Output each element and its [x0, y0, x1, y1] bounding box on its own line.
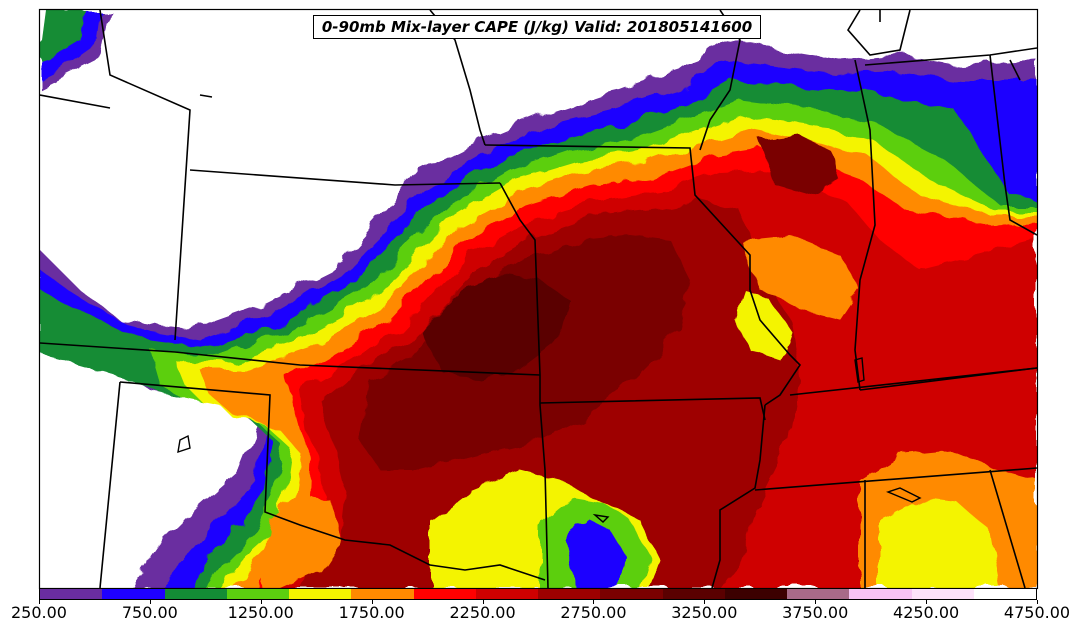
cape-area-southeast-yellow — [880, 500, 1000, 588]
colorbar-segment — [662, 589, 725, 599]
colorbar-tick — [1037, 600, 1038, 604]
map-title: 0-90mb Mix-layer CAPE (J/kg) Valid: 2018… — [313, 15, 761, 39]
colorbar-segment — [724, 589, 787, 599]
colorbar-tick-label: 2250.00 — [449, 603, 516, 622]
colorbar-tick-label: 1750.00 — [338, 603, 405, 622]
state-borders — [40, 10, 1037, 588]
colorbar-segment — [102, 589, 165, 599]
colorbar-segment — [289, 589, 352, 599]
cape-area-east-orange — [740, 235, 860, 320]
colorbar — [39, 588, 1037, 600]
low-cape-region — [40, 10, 1037, 588]
colorbar-tick-label: 750.00 — [121, 603, 178, 622]
colorbar-tick — [593, 600, 595, 604]
colorbar-tick — [39, 600, 40, 604]
colorbar-tick — [149, 600, 151, 604]
lake-outlines — [177, 94, 922, 523]
cape-area-south-blue — [565, 520, 625, 588]
colorbar-tick — [926, 600, 928, 604]
colorbar-segment — [475, 589, 538, 599]
colorbar-tick — [260, 600, 262, 604]
colorbar-segment — [226, 589, 289, 599]
cape-band-deepest — [420, 275, 570, 380]
colorbar-segment — [973, 589, 1036, 599]
colorbar-tick-label: 4750.00 — [1003, 603, 1071, 622]
colorbar-segment — [600, 589, 663, 599]
colorbar-segment — [351, 589, 414, 599]
colorbar-segment — [849, 589, 912, 599]
colorbar-tick — [482, 600, 484, 604]
colorbar-tick — [815, 600, 817, 604]
colorbar-tick-label: 1250.00 — [227, 603, 294, 622]
colorbar-segment — [413, 589, 476, 599]
colorbar-segment — [164, 589, 227, 599]
cape-area-east-yellow — [735, 290, 790, 360]
colorbar-tick-label: 3750.00 — [782, 603, 849, 622]
colorbar-segment — [787, 589, 850, 599]
colorbar-segment — [40, 589, 103, 599]
colorbar-segment — [911, 589, 974, 599]
colorbar-tick — [371, 600, 373, 604]
colorbar-tick-label: 2750.00 — [560, 603, 627, 622]
colorbar-tick — [704, 600, 706, 604]
colorbar-tick-label: 3250.00 — [671, 603, 738, 622]
colorbar-tick-label: 4250.00 — [893, 603, 960, 622]
cape-area-ne-darkmaroon — [760, 135, 840, 195]
colorbar-tick-label: 250.00 — [11, 603, 67, 622]
colorbar-segment — [538, 589, 601, 599]
cape-fill-layers — [40, 10, 1037, 588]
